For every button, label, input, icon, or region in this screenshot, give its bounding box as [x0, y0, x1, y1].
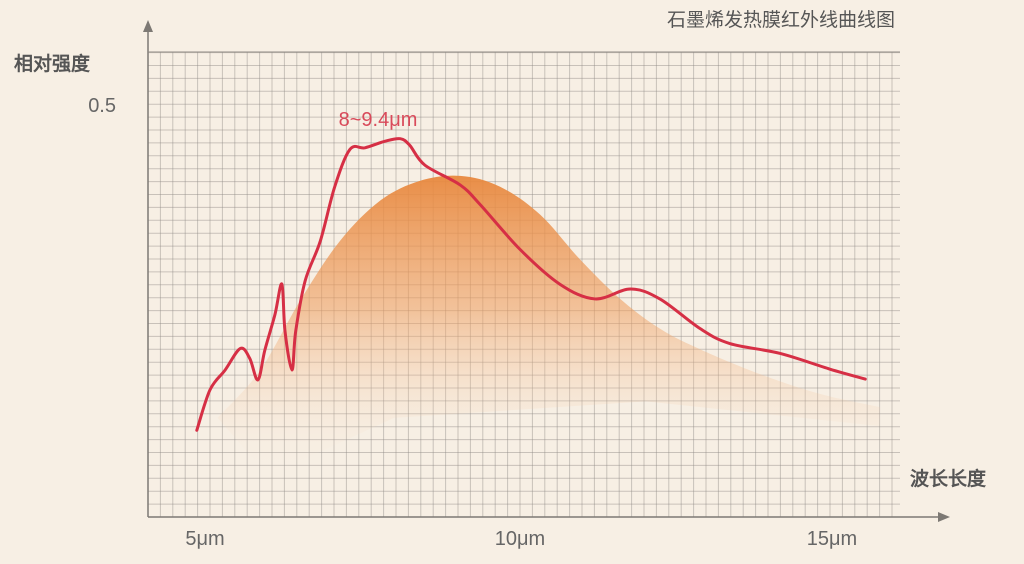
- y-axis-arrow: [143, 20, 153, 32]
- chart-title: 石墨烯发热膜红外线曲线图: [667, 9, 895, 31]
- area-fill: [217, 175, 880, 476]
- x-axis-arrow: [938, 512, 950, 522]
- area-series: [217, 175, 880, 476]
- axes: [143, 20, 950, 522]
- y-axis-label: 相对强度: [14, 52, 91, 75]
- x-axis-label: 波长长度: [910, 467, 987, 490]
- peak-annotation: 8~9.4μm: [339, 109, 418, 131]
- x-tick-label-5: 5μm: [185, 528, 224, 550]
- x-tick-label-15: 15μm: [807, 528, 857, 550]
- y-tick-label: 0.5: [88, 95, 116, 117]
- line-series: [195, 137, 867, 432]
- red-curve: [195, 137, 867, 432]
- x-tick-label-10: 10μm: [495, 528, 545, 550]
